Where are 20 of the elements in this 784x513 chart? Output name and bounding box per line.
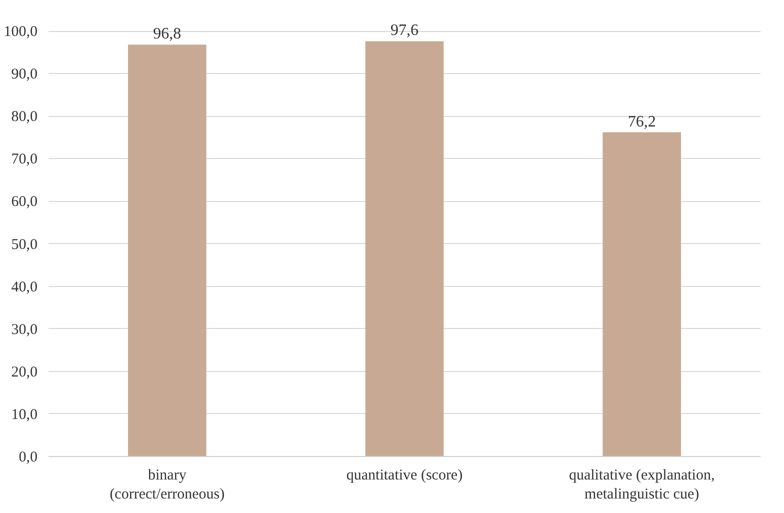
y-tick-label: 0,0: [18, 450, 38, 466]
x-tick-label: quantitative (score): [346, 468, 463, 484]
y-tick-label: 70,0: [11, 152, 38, 168]
bar: [602, 132, 681, 456]
y-tick-label: 20,0: [11, 364, 38, 380]
x-tick-label: binary (correct/erroneous): [110, 468, 225, 503]
bar: [365, 41, 444, 456]
data-label: 76,2: [628, 113, 656, 130]
data-label: 96,8: [153, 26, 182, 43]
bar: [128, 44, 206, 456]
y-tick-label: 90,0: [11, 66, 38, 83]
y-tick-label: 10,0: [11, 406, 38, 423]
data-label: 97,6: [390, 22, 418, 40]
y-tick-label: 60,0: [11, 194, 38, 210]
y-tick-label: 40,0: [11, 279, 38, 296]
y-tick-label: 100,0: [4, 24, 38, 40]
x-tick-label: qualitative (explanation, metalinguistic cue): [568, 468, 715, 503]
y-tick-label: 50,0: [11, 236, 38, 253]
y-tick-label: 80,0: [11, 109, 38, 126]
y-tick-label: 30,0: [11, 322, 38, 338]
